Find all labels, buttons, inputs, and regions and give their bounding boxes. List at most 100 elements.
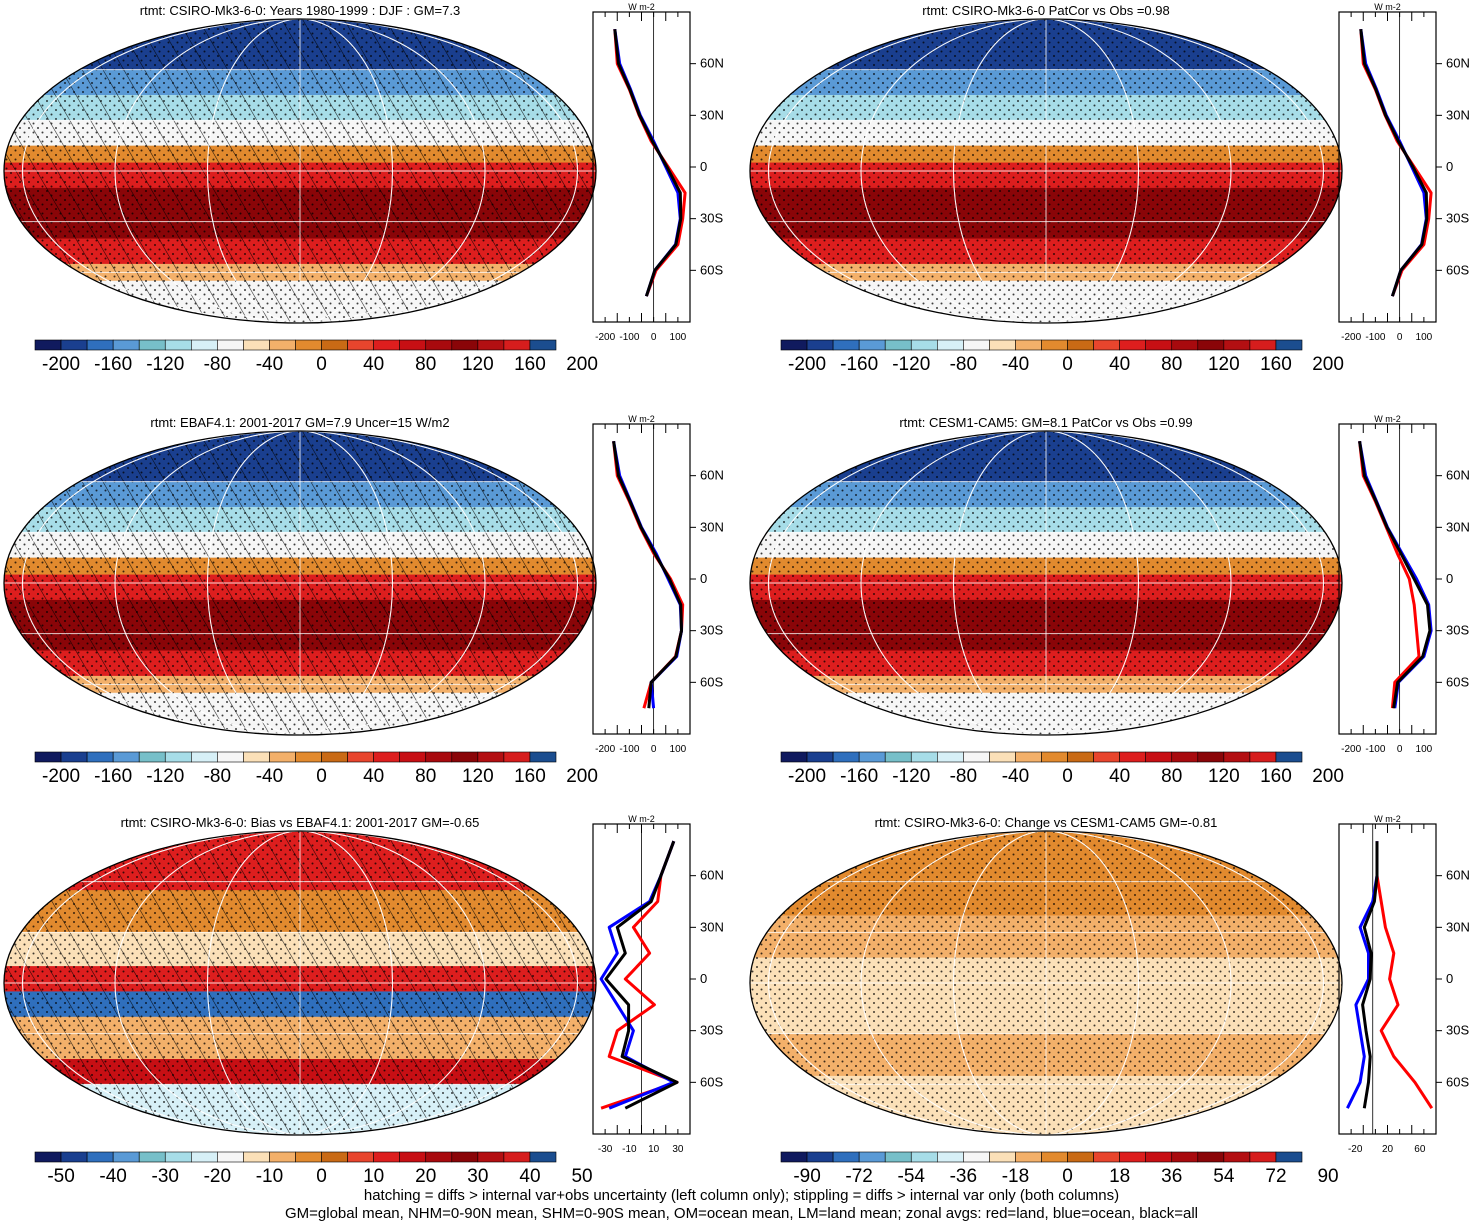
all-zonal-line bbox=[612, 440, 683, 709]
lat-label: 30N bbox=[700, 519, 724, 534]
meridian-line bbox=[22, 431, 578, 735]
panel-title: rtmt: CESM1-CAM5: GM=8.1 PatCor vs Obs =… bbox=[899, 415, 1192, 430]
land-zonal-line bbox=[600, 840, 679, 1110]
colorbar-label: 0 bbox=[316, 1166, 327, 1187]
colorbar-swatch bbox=[347, 1151, 374, 1163]
colorbar-swatch bbox=[321, 339, 348, 351]
colorbar-swatch bbox=[217, 339, 244, 351]
colorbar-swatch bbox=[347, 339, 374, 351]
panel-4: rtmt: CESM1-CAM5: GM=8.1 PatCor vs Obs =… bbox=[749, 414, 1470, 787]
panel-3: rtmt: EBAF4.1: 2001-2017 GM=7.9 Uncer=15… bbox=[3, 414, 724, 787]
map-field bbox=[750, 19, 1342, 323]
panel-title: rtmt: CSIRO-Mk3-6-0 PatCor vs Obs =0.98 bbox=[922, 3, 1169, 18]
colorbar-swatch bbox=[503, 1151, 531, 1163]
zonal-x-label: 0 bbox=[651, 332, 657, 343]
colorbar-label: 0 bbox=[316, 354, 327, 375]
colorbar-swatch bbox=[373, 339, 400, 351]
colorbar-swatch bbox=[269, 1151, 296, 1163]
colorbar-label: -200 bbox=[788, 766, 826, 787]
colorbar-label: -90 bbox=[793, 1166, 820, 1187]
colorbar-label: -160 bbox=[94, 354, 132, 375]
colorbar-swatch bbox=[112, 339, 140, 351]
colorbar-swatch bbox=[858, 751, 886, 763]
meridian-line bbox=[860, 431, 1232, 735]
colorbar-swatch bbox=[780, 339, 808, 351]
colorbar-swatch bbox=[1249, 751, 1277, 763]
zonal-x-label: 30 bbox=[672, 1144, 684, 1155]
colorbar-swatch bbox=[86, 1151, 114, 1163]
colorbar-swatch bbox=[347, 751, 374, 763]
colorbar-label: -160 bbox=[840, 354, 878, 375]
lat-label: 60S bbox=[1446, 1074, 1469, 1089]
colorbar-label: 90 bbox=[1317, 1166, 1338, 1187]
colorbar-swatch bbox=[451, 339, 479, 351]
meridian-line bbox=[953, 19, 1139, 323]
zonal-x-label: 60 bbox=[1414, 1144, 1426, 1155]
colorbar-swatch bbox=[1171, 751, 1199, 763]
colorbar-label: 80 bbox=[415, 766, 436, 787]
colorbar-label: 40 bbox=[363, 354, 384, 375]
lat-label: 60S bbox=[700, 262, 723, 277]
colorbar-label: -80 bbox=[950, 766, 977, 787]
lat-label: 30N bbox=[700, 107, 724, 122]
colorbar-label: 200 bbox=[1312, 354, 1344, 375]
lat-label: 30N bbox=[1446, 107, 1470, 122]
colorbar-label: 120 bbox=[462, 766, 494, 787]
colorbar-swatch bbox=[832, 751, 860, 763]
colorbar-swatch bbox=[1041, 1151, 1068, 1163]
colorbar-label: -120 bbox=[892, 354, 930, 375]
lat-label: 0 bbox=[1446, 571, 1453, 586]
colorbar-swatch bbox=[884, 751, 912, 763]
colorbar-swatch bbox=[1015, 1151, 1042, 1163]
meridian-line bbox=[207, 431, 393, 735]
zonal-x-label: -200 bbox=[1341, 744, 1361, 755]
zonal-x-label: 100 bbox=[1416, 332, 1433, 343]
map-outline bbox=[749, 430, 1343, 736]
colorbar-swatch bbox=[1119, 339, 1146, 351]
meridian-line bbox=[953, 831, 1139, 1135]
colorbar-label: 20 bbox=[415, 1166, 436, 1187]
colorbar-label: 40 bbox=[519, 1166, 540, 1187]
colorbar-label: -40 bbox=[1002, 354, 1029, 375]
colorbar-swatch bbox=[399, 339, 427, 351]
zonal-x-label: -100 bbox=[619, 744, 639, 755]
meridian-line bbox=[768, 831, 1324, 1135]
panel-2: rtmt: CSIRO-Mk3-6-0 PatCor vs Obs =0.98 -… bbox=[749, 2, 1470, 375]
map-outline bbox=[3, 830, 597, 1136]
colorbar-label: 200 bbox=[566, 354, 598, 375]
colorbar-swatch bbox=[425, 751, 453, 763]
colorbar-label: 50 bbox=[571, 1166, 592, 1187]
colorbar-label: -10 bbox=[256, 1166, 283, 1187]
colorbar-swatch bbox=[1145, 751, 1173, 763]
colorbar-swatch bbox=[989, 1151, 1016, 1163]
colorbar-label: -160 bbox=[94, 766, 132, 787]
colorbar-swatch bbox=[780, 751, 808, 763]
colorbar-swatch bbox=[989, 751, 1016, 763]
map-outline bbox=[749, 830, 1343, 1136]
lat-label: 60N bbox=[1446, 868, 1470, 883]
zonal-unit-label: W m-2 bbox=[1374, 414, 1401, 424]
all-zonal-line bbox=[1361, 841, 1379, 1109]
colorbar-swatch bbox=[1067, 751, 1094, 763]
colorbar-swatch bbox=[1171, 339, 1199, 351]
colorbar-swatch bbox=[1119, 751, 1146, 763]
colorbar-label: -50 bbox=[47, 1166, 74, 1187]
colorbar-swatch bbox=[477, 339, 505, 351]
colorbar-swatch bbox=[1223, 751, 1251, 763]
lat-label: 0 bbox=[700, 571, 707, 586]
colorbar-swatch bbox=[295, 1151, 322, 1163]
colorbar-swatch bbox=[529, 339, 557, 351]
colorbar-swatch bbox=[373, 751, 400, 763]
colorbar-label: 72 bbox=[1265, 1166, 1286, 1187]
colorbar-swatch bbox=[1197, 339, 1225, 351]
colorbar-label: 120 bbox=[462, 354, 494, 375]
zonal-frame bbox=[592, 11, 691, 323]
colorbar-label: -36 bbox=[950, 1166, 977, 1187]
colorbar-swatch bbox=[529, 1151, 557, 1163]
colorbar-swatch bbox=[832, 1151, 860, 1163]
meridian-line bbox=[114, 831, 486, 1135]
colorbar-swatch bbox=[910, 339, 938, 351]
colorbar-swatch bbox=[34, 1151, 62, 1163]
all-zonal-line bbox=[1359, 29, 1429, 297]
colorbar-swatch bbox=[1275, 1151, 1303, 1163]
